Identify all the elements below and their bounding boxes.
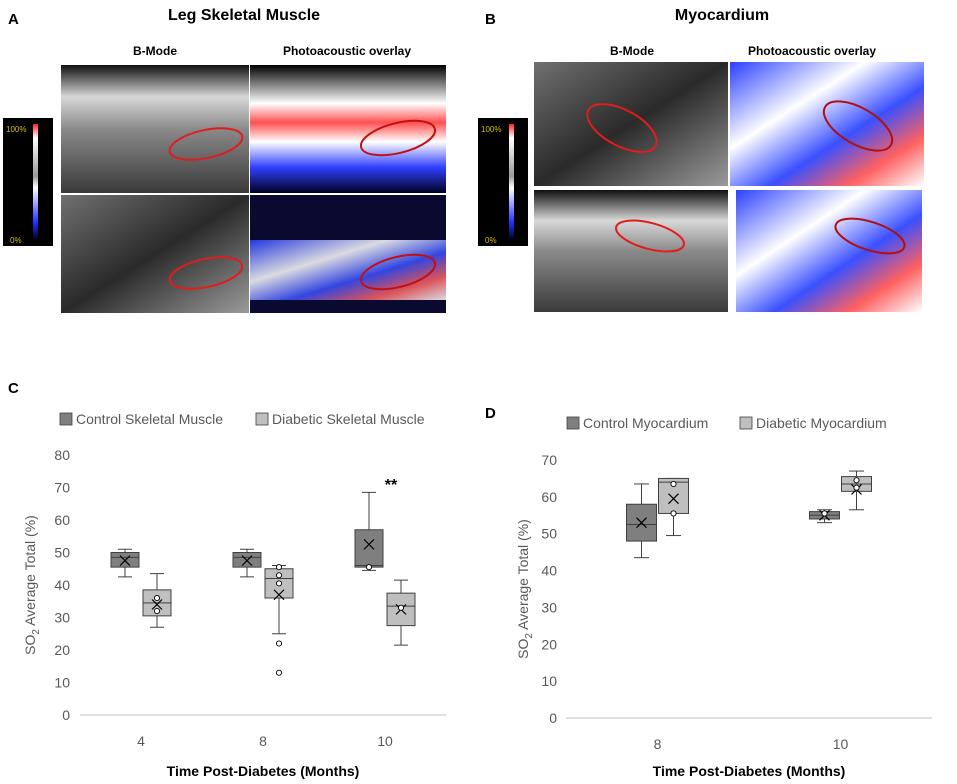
panel-c-xtick-label: 8 <box>259 733 267 749</box>
panel-c-ytick-label: 60 <box>54 512 70 528</box>
panel-d-box-mean-marker <box>668 493 679 505</box>
panel-d-legend-label: Control Myocardium <box>583 415 708 431</box>
panel-c-data-point <box>275 669 283 676</box>
panel-c-data-point <box>153 607 161 615</box>
panel-b-colorbar-min: 0% <box>485 236 497 245</box>
panel-c-data-point <box>153 594 161 602</box>
panel-a-title: Leg Skeletal Muscle <box>168 7 320 24</box>
panel-c-letter: C <box>8 380 19 397</box>
panel-c-significance-annotation: ** <box>385 477 398 494</box>
panel-d-data-point <box>821 510 828 517</box>
panel-d-ytick-label: 60 <box>541 489 557 505</box>
panel-d-ytick-label: 70 <box>541 452 557 468</box>
panel-d-ytick-label: 0 <box>549 710 557 726</box>
panel-c-data-point <box>397 604 405 611</box>
panel-a-bmode-image-top <box>61 65 249 193</box>
panel-c-data-point <box>275 572 283 579</box>
panel-b-pa-image-bottom <box>736 190 922 312</box>
panel-a-pa-label: Photoacoustic overlay <box>283 44 411 58</box>
panel-c-box-mean-marker <box>363 538 375 550</box>
panel-d-data-point <box>670 510 677 517</box>
panel-a-pa-image-top <box>250 65 446 193</box>
panel-b-title: Myocardium <box>675 7 769 24</box>
panel-d-ytick-label: 10 <box>541 673 557 689</box>
panel-c-data-point <box>275 580 283 587</box>
panel-c-data-point <box>275 640 283 647</box>
panel-c-legend-swatch <box>255 412 269 426</box>
panel-c-ytick-label: 80 <box>54 447 70 463</box>
panel-a-colorbar-min: 0% <box>10 236 22 245</box>
panel-a-bmode-label: B-Mode <box>133 44 177 58</box>
panel-c-ytick-label: 40 <box>54 577 70 593</box>
panel-a: A Leg Skeletal Muscle B-Mode Photoacoust… <box>3 7 446 313</box>
panel-c-legend-label: Diabetic Skeletal Muscle <box>272 411 425 427</box>
panel-c-ytick-label: 50 <box>54 545 70 561</box>
panel-d-ytick-label: 40 <box>541 563 557 579</box>
panel-b-colorbar: 100% 0% <box>478 118 528 246</box>
panel-c-box-mean-marker <box>151 599 163 610</box>
panel-c-xtick-label: 4 <box>137 733 145 749</box>
panel-c-ytick-label: 70 <box>54 480 70 496</box>
panel-b-pa-label: Photoacoustic overlay <box>748 44 876 58</box>
panel-d-box-mean-marker <box>636 517 647 529</box>
panel-b-bmode-image-top <box>534 62 728 186</box>
panel-c-x-axis-title: Time Post-Diabetes (Months) <box>167 763 360 779</box>
panel-a-colorbar-max: 100% <box>6 125 26 134</box>
panel-d-xtick-label: 8 <box>654 736 662 752</box>
panel-c-legend-swatch <box>59 412 73 426</box>
panel-c-data-point <box>365 564 373 571</box>
panel-d-chart: D 0 10 20 30 40 50 60 70 8 10 Time Post-Diabetes (… <box>485 405 932 779</box>
panel-c-chart: C 0 10 20 30 40 50 60 70 80 4 8 10 Time Post-Diabete… <box>8 380 446 779</box>
panel-c-box-mean-marker <box>273 589 285 601</box>
panel-d-xtick-label: 10 <box>833 736 849 752</box>
panel-b-pa-image-top <box>730 62 924 186</box>
panel-c-ytick-label: 30 <box>54 610 70 626</box>
panel-d-x-axis-title: Time Post-Diabetes (Months) <box>653 763 846 779</box>
panel-d-data-point <box>670 480 677 488</box>
panel-d-legend-swatch <box>566 416 580 430</box>
panel-d-letter: D <box>485 405 496 422</box>
panel-c-data-point <box>275 564 283 571</box>
panel-d-legend-label: Diabetic Myocardium <box>756 415 887 431</box>
panel-d-legend-swatch <box>739 416 753 430</box>
panel-c-box <box>354 529 384 568</box>
panel-c-ytick-label: 0 <box>62 707 70 723</box>
panel-d-data-point <box>853 484 860 491</box>
panel-d-ytick-label: 50 <box>541 526 557 542</box>
panel-d-y-axis-title: SO2 Average Total (%) <box>515 519 535 659</box>
panel-b-bmode-image-bottom <box>534 190 728 312</box>
panel-c-xtick-label: 10 <box>377 733 393 749</box>
panel-c-box-mean-marker <box>241 555 253 567</box>
panel-c-y-axis-title: SO2 Average Total (%) <box>22 515 42 655</box>
panel-d-data-point <box>853 477 860 484</box>
panel-b-bmode-label: B-Mode <box>610 44 654 58</box>
panel-a-bmode-image-bottom <box>61 195 249 313</box>
panel-a-pa-image-bottom <box>250 195 446 313</box>
panel-a-colorbar: 100% 0% <box>3 118 53 246</box>
panel-d-ytick-label: 30 <box>541 599 557 615</box>
panel-c-ytick-label: 10 <box>54 675 70 691</box>
panel-d-ytick-label: 20 <box>541 636 557 652</box>
panel-b-letter: B <box>485 11 496 28</box>
panel-b: B Myocardium B-Mode Photoacoustic overla… <box>478 7 924 312</box>
panel-b-colorbar-max: 100% <box>481 125 501 134</box>
panel-c-ytick-label: 20 <box>54 642 70 658</box>
panel-c-legend-label: Control Skeletal Muscle <box>76 411 223 427</box>
panel-a-letter: A <box>8 11 19 28</box>
panel-c-box-mean-marker <box>119 555 131 567</box>
